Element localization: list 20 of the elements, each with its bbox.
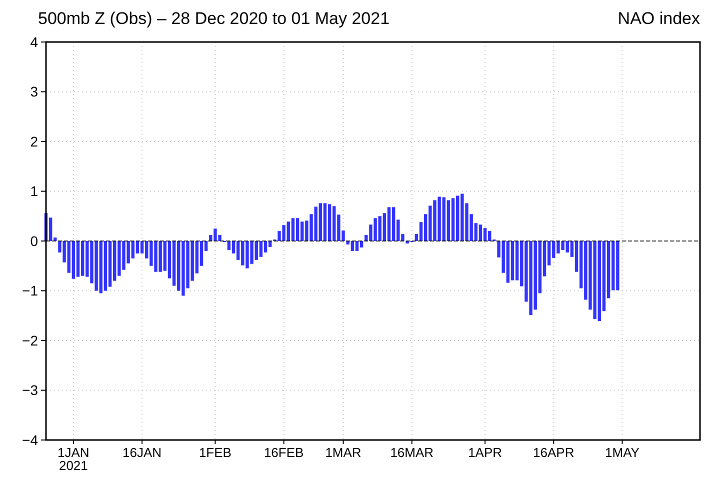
x-tick-label: 1MAY — [605, 445, 640, 460]
chart-subtitle: NAO index — [618, 9, 700, 28]
y-tick-label: −2 — [22, 332, 38, 348]
x-tick-label: 16FEB — [264, 445, 304, 460]
y-tick-label: −4 — [22, 432, 38, 448]
chart-title: 500mb Z (Obs) – 28 Dec 2020 to 01 May 2021 — [38, 9, 390, 28]
y-tick-label: 4 — [30, 34, 38, 50]
x-tick-label: 1JAN 2021 — [58, 445, 90, 473]
y-tick-label: 1 — [30, 183, 38, 200]
y-tick-label: 3 — [30, 84, 38, 100]
y-tick-label: 0 — [30, 232, 38, 249]
y-tick-label: −1 — [22, 282, 38, 299]
x-tick-label: 1APR — [468, 445, 502, 460]
y-tick-label: 2 — [30, 133, 38, 150]
x-tick-label: 1MAR — [325, 445, 362, 460]
x-tick-label: 16JAN — [122, 445, 162, 460]
x-tick-label: 16MAR — [390, 445, 434, 460]
x-tick-label: 16APR — [533, 445, 574, 460]
x-tick-label: 1FEB — [198, 445, 232, 460]
y-tick-label: −3 — [22, 382, 38, 398]
